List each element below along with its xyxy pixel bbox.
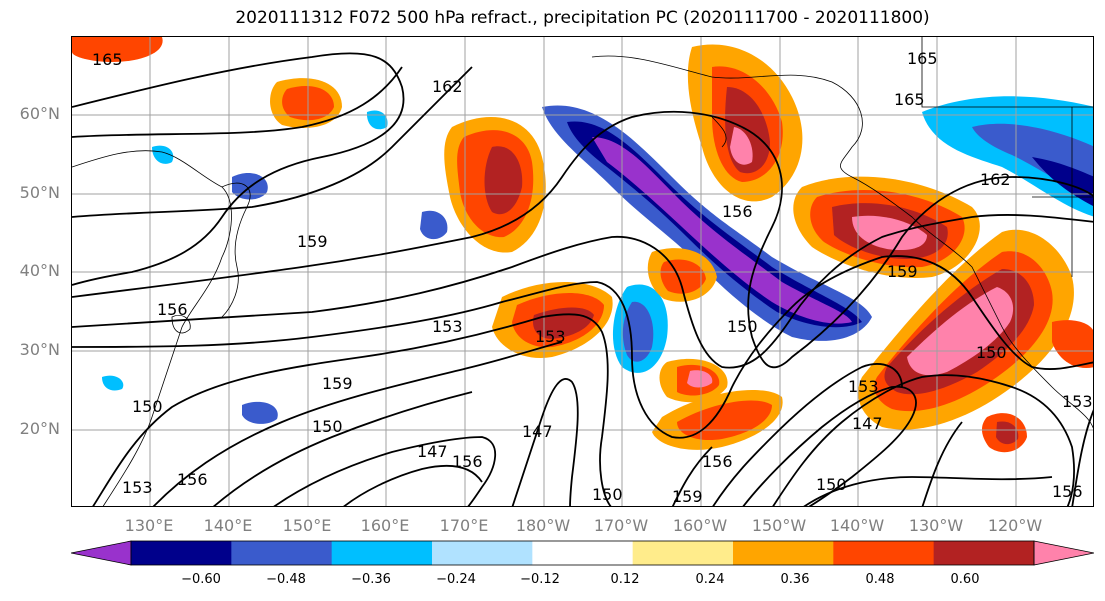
colorbar-cell (532, 541, 634, 565)
lon-label: 170°E (439, 516, 489, 535)
lon-label: 130°E (124, 516, 174, 535)
colorbar-tick: 0.36 (780, 572, 810, 587)
contour-label: 156 (177, 470, 208, 489)
colorbar (71, 540, 1094, 566)
contour-label: 165 (894, 90, 925, 109)
contour-labels: 165 165 165 162 162 159 159 156 156 156 … (92, 49, 1093, 506)
contour-label: 150 (132, 397, 163, 416)
contour-label: 159 (322, 374, 353, 393)
lon-label: 160°E (360, 516, 410, 535)
contour-label: 150 (727, 317, 758, 336)
contour-label: 156 (722, 202, 753, 221)
colorbar-cell (331, 541, 433, 565)
contour-label: 153 (122, 478, 153, 497)
lon-label: 140°W (829, 516, 885, 535)
colorbar-tick: 0.60 (950, 572, 980, 587)
contour-label: 150 (816, 475, 847, 494)
contour-label: 165 (907, 49, 938, 68)
colorbar-tick: 0.24 (695, 572, 725, 587)
colorbar-cell (733, 541, 834, 565)
contour-label: 159 (887, 262, 918, 281)
colorbar-tick: −0.60 (181, 572, 221, 587)
lon-label: 170°W (593, 516, 649, 535)
contour-label: 150 (312, 417, 343, 436)
contour-label: 153 (848, 377, 879, 396)
lon-label: 120°W (987, 516, 1043, 535)
contour-label: 153 (535, 327, 566, 346)
contour-label: 159 (672, 487, 703, 506)
graticule (72, 37, 1093, 506)
contour-label: 156 (1052, 482, 1083, 501)
coastlines (72, 37, 1093, 506)
colorbar-tick: −0.24 (436, 572, 476, 587)
contours (72, 52, 1093, 506)
map-title: 2020111312 F072 500 hPa refract., precip… (235, 8, 930, 28)
lat-label: 50°N (19, 183, 60, 202)
contour-label: 150 (592, 485, 623, 504)
lon-label: 130°W (908, 516, 964, 535)
colorbar-extend-low (71, 540, 132, 566)
contour-label: 147 (522, 422, 553, 441)
colorbar-cell (933, 541, 1035, 565)
contour-label: 156 (452, 452, 483, 471)
colorbar-cell (131, 541, 232, 565)
colorbar-tick: −0.48 (266, 572, 306, 587)
contour-label: 156 (702, 452, 733, 471)
contour-label: 153 (432, 317, 463, 336)
contour-label: 147 (852, 414, 883, 433)
colorbar-tick: −0.12 (520, 572, 560, 587)
colorbar-extend-high (1033, 540, 1094, 566)
lat-label: 30°N (19, 340, 60, 359)
colorbar-cell (632, 541, 734, 565)
map-canvas: 165 165 165 162 162 159 159 156 156 156 … (72, 37, 1093, 506)
colorbar-tick: −0.36 (351, 572, 391, 587)
shaded-fields (72, 37, 1093, 453)
contour-label: 150 (976, 343, 1007, 362)
lat-label: 40°N (19, 261, 60, 280)
contour-label: 153 (1062, 392, 1093, 411)
colorbar-frame (130, 540, 1035, 566)
colorbar-tick: 0.48 (865, 572, 895, 587)
lat-label: 60°N (19, 104, 60, 123)
contour-label: 165 (92, 50, 123, 69)
colorbar-cell (432, 541, 533, 565)
contour-label: 159 (297, 232, 328, 251)
contour-label: 162 (432, 77, 463, 96)
lon-label: 180°W (515, 516, 571, 535)
contour-label: 162 (980, 170, 1011, 189)
map-plot-area: 165 165 165 162 162 159 159 156 156 156 … (71, 36, 1094, 507)
contour-label: 147 (417, 442, 448, 461)
colorbar-cell (833, 541, 935, 565)
colorbar-cell (231, 541, 333, 565)
lon-label: 140°E (203, 516, 253, 535)
colorbar-tick: 0.12 (610, 572, 640, 587)
lat-label: 20°N (19, 419, 60, 438)
contour-label: 156 (157, 300, 188, 319)
lon-label: 160°W (672, 516, 728, 535)
lon-label: 150°W (751, 516, 807, 535)
lon-label: 150°E (282, 516, 332, 535)
